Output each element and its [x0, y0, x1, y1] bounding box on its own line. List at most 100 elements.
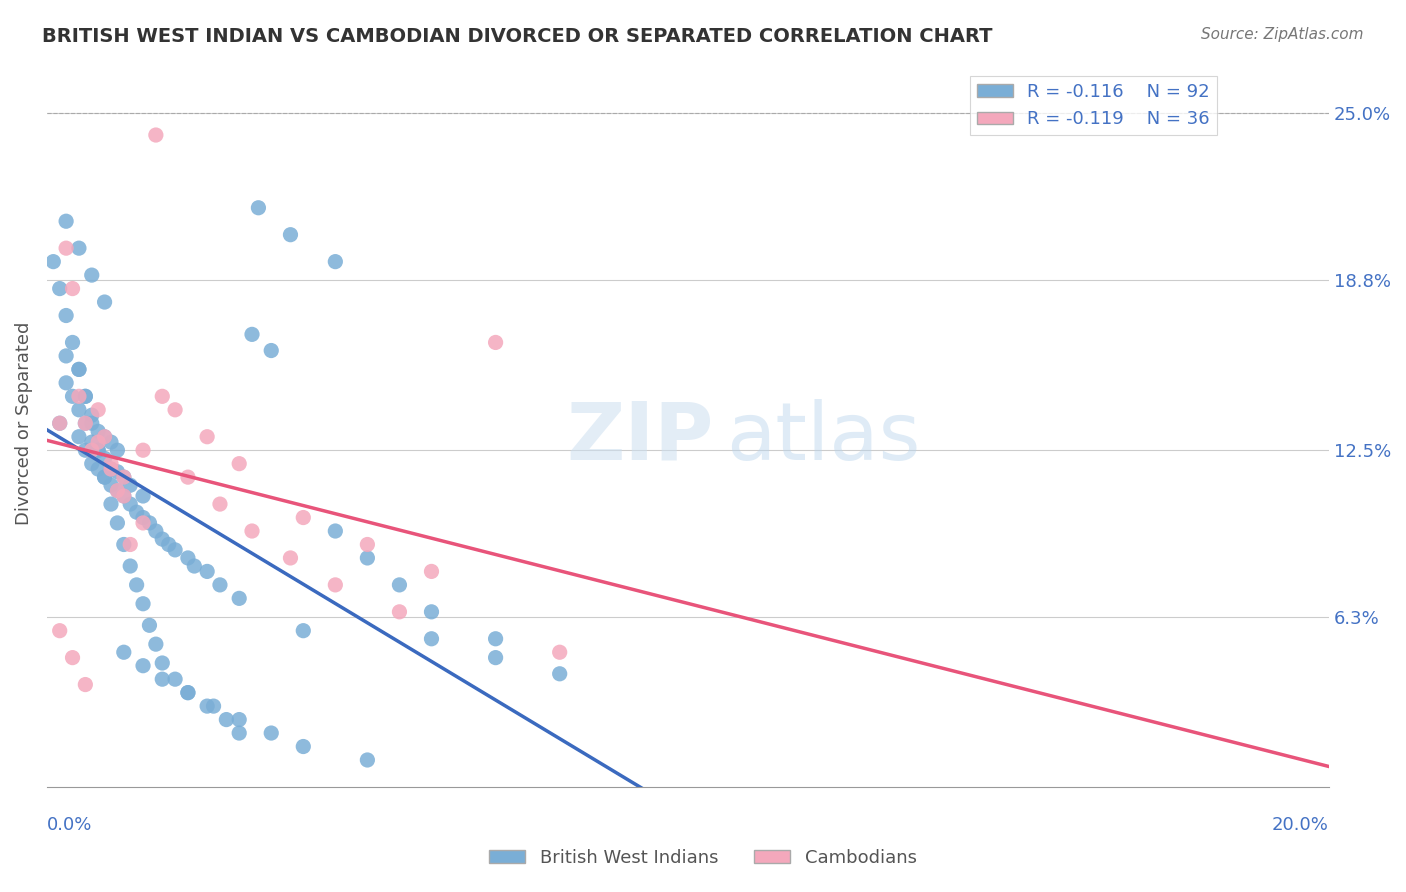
Point: [105, 465, 128, 479]
Point: [120, 559, 142, 574]
Point: [75, 677, 97, 691]
Point: [112, 470, 135, 484]
Point: [420, 565, 443, 579]
Point: [93, 470, 115, 484]
Point: [87, 443, 110, 458]
Point: [55, 241, 77, 255]
Point: [240, 524, 263, 538]
Point: [62, 335, 84, 350]
Point: [177, 551, 200, 566]
Point: [420, 605, 443, 619]
Point: [150, 389, 173, 403]
Point: [240, 327, 263, 342]
Point: [165, 542, 187, 557]
Point: [67, 362, 90, 376]
Point: [132, 658, 155, 673]
Point: [105, 483, 128, 498]
Point: [67, 402, 90, 417]
Point: [208, 497, 231, 511]
Point: [132, 597, 155, 611]
Point: [260, 343, 283, 358]
Text: Source: ZipAtlas.com: Source: ZipAtlas.com: [1201, 27, 1364, 42]
Point: [260, 726, 283, 740]
Point: [75, 443, 97, 458]
Point: [112, 470, 135, 484]
Point: [165, 672, 187, 686]
Point: [55, 214, 77, 228]
Text: BRITISH WEST INDIAN VS CAMBODIAN DIVORCED OR SEPARATED CORRELATION CHART: BRITISH WEST INDIAN VS CAMBODIAN DIVORCE…: [42, 27, 993, 45]
Point: [62, 282, 84, 296]
Point: [80, 268, 103, 282]
Point: [145, 637, 167, 651]
Point: [292, 624, 315, 638]
Point: [215, 713, 238, 727]
Point: [420, 632, 443, 646]
Point: [112, 537, 135, 551]
Point: [484, 632, 506, 646]
Point: [87, 425, 110, 439]
Text: ZIP: ZIP: [567, 399, 713, 477]
Point: [228, 457, 250, 471]
Point: [100, 497, 122, 511]
Point: [484, 335, 506, 350]
Point: [356, 753, 378, 767]
Point: [87, 443, 110, 458]
Point: [183, 559, 205, 574]
Point: [55, 376, 77, 390]
Point: [202, 699, 225, 714]
Point: [75, 389, 97, 403]
Point: [100, 435, 122, 450]
Point: [93, 295, 115, 310]
Point: [145, 128, 167, 142]
Legend: British West Indians, Cambodians: British West Indians, Cambodians: [482, 842, 924, 874]
Point: [150, 672, 173, 686]
Point: [100, 462, 122, 476]
Point: [195, 565, 218, 579]
Point: [195, 699, 218, 714]
Point: [325, 254, 347, 268]
Point: [112, 645, 135, 659]
Point: [120, 537, 142, 551]
Point: [100, 457, 122, 471]
Point: [292, 739, 315, 754]
Point: [105, 516, 128, 530]
Point: [157, 537, 180, 551]
Point: [388, 578, 411, 592]
Point: [165, 402, 187, 417]
Point: [280, 551, 302, 566]
Point: [80, 443, 103, 458]
Point: [120, 478, 142, 492]
Point: [548, 645, 571, 659]
Point: [120, 497, 142, 511]
Point: [138, 516, 160, 530]
Point: [67, 430, 90, 444]
Point: [112, 489, 135, 503]
Point: [132, 516, 155, 530]
Point: [325, 524, 347, 538]
Point: [280, 227, 302, 242]
Point: [48, 624, 70, 638]
Point: [55, 349, 77, 363]
Point: [67, 362, 90, 376]
Point: [55, 309, 77, 323]
Text: 0.0%: 0.0%: [46, 816, 93, 834]
Point: [228, 591, 250, 606]
Point: [125, 505, 148, 519]
Point: [195, 430, 218, 444]
Legend: R = -0.116    N = 92, R = -0.119    N = 36: R = -0.116 N = 92, R = -0.119 N = 36: [970, 76, 1218, 136]
Point: [87, 435, 110, 450]
Text: atlas: atlas: [727, 399, 921, 477]
Point: [75, 417, 97, 431]
Point: [80, 417, 103, 431]
Point: [325, 578, 347, 592]
Y-axis label: Divorced or Separated: Divorced or Separated: [15, 322, 32, 525]
Point: [62, 650, 84, 665]
Point: [93, 430, 115, 444]
Point: [62, 389, 84, 403]
Point: [93, 451, 115, 466]
Point: [208, 578, 231, 592]
Point: [548, 666, 571, 681]
Point: [356, 551, 378, 566]
Point: [356, 537, 378, 551]
Point: [93, 470, 115, 484]
